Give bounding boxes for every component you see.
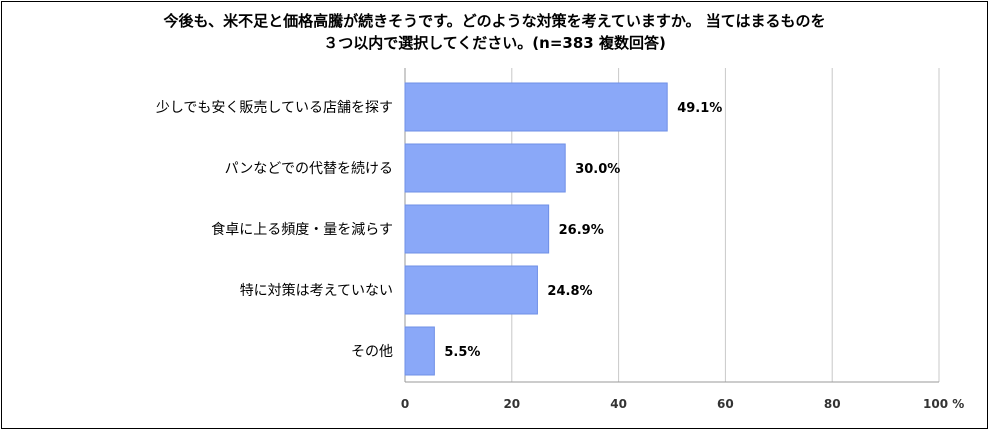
bar-3 <box>404 265 538 315</box>
category-label-3: 特に対策は考えていない <box>240 282 393 299</box>
x-tick-label-0: 0 <box>401 397 409 411</box>
chart-title: 今後も、米不足と価格高騰が続きそうです。どのような対策を考えていますか。 当ては… <box>2 10 987 54</box>
x-tick-label-3: 60 <box>717 397 734 411</box>
x-tick-label-1: 20 <box>503 397 520 411</box>
chart-title-line-1: 今後も、米不足と価格高騰が続きそうです。どのような対策を考えていますか。 当ては… <box>163 12 826 30</box>
chart-title-line-2: ３つ以内で選択してください。(n=383 複数回答) <box>323 34 666 52</box>
value-label-4: 5.5% <box>444 345 480 360</box>
x-tick-label-5: 100 % <box>923 397 964 411</box>
bar-4 <box>404 326 435 376</box>
bar-2 <box>404 204 550 254</box>
bar-0 <box>404 82 668 132</box>
x-tick-label-2: 40 <box>610 397 627 411</box>
value-label-1: 30.0% <box>575 162 620 177</box>
category-label-0: 少しでも安く販売している店舗を探す <box>156 100 393 116</box>
x-tick-label-4: 80 <box>824 397 841 411</box>
bar-1 <box>404 143 566 193</box>
category-label-2: 食卓に上る頻度・量を減らす <box>211 221 393 238</box>
category-label-4: その他 <box>351 344 393 360</box>
value-label-2: 26.9% <box>559 223 604 238</box>
value-label-3: 24.8% <box>547 284 592 299</box>
category-label-1: パンなどでの代替を続ける <box>225 160 393 177</box>
value-label-0: 49.1% <box>677 101 722 116</box>
